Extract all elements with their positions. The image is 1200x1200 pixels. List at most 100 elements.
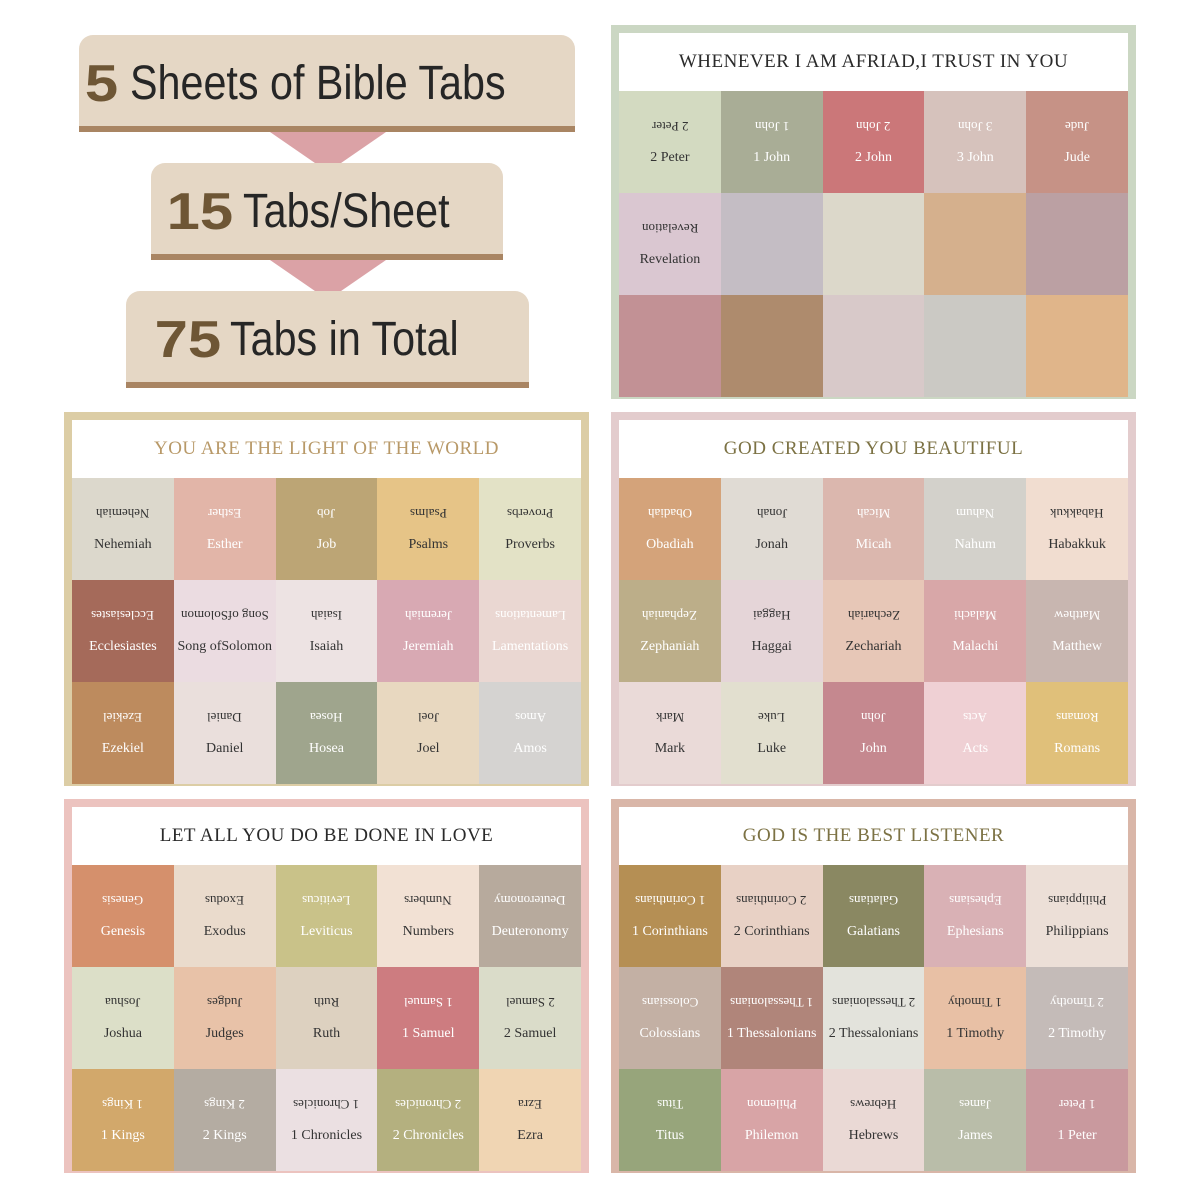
tab-label-flipped: 1 John xyxy=(754,119,789,134)
tab-label: Ephesians xyxy=(946,924,1004,939)
tab-label: 2 Kings xyxy=(202,1128,247,1143)
tab-label: Isaiah xyxy=(309,639,344,654)
tab-grid: 1 Corinthians 1 Corinthians 2 Corinthians 2… xyxy=(619,865,1128,1171)
tab-label: Joshua xyxy=(103,1026,142,1041)
tab-label-flipped: Matthew xyxy=(1053,608,1101,623)
bible-tab: Isaiah Isaiah xyxy=(275,580,378,682)
tab-label: 1 Corinthians xyxy=(631,924,708,939)
tab-label-flipped: Hebrews xyxy=(850,1097,897,1112)
tab-label-flipped: Ruth xyxy=(313,995,340,1010)
tab-label-flipped: Micah xyxy=(856,506,891,521)
tab-label-flipped: Jude xyxy=(1065,119,1090,134)
tab-label-flipped: 2 Samuel xyxy=(505,995,555,1010)
tab-label-flipped: Numbers xyxy=(404,893,453,908)
bible-tab: Lamentations Lamentations xyxy=(479,580,581,682)
bible-tab: 2 Thessalonians 2 Thessalonians xyxy=(822,967,925,1069)
tab-label-flipped: Habakkuk xyxy=(1050,506,1104,521)
tab-label-flipped: Revelation xyxy=(641,221,699,236)
tab-label: Philippians xyxy=(1045,924,1109,939)
bible-tab: Philippians Philippians xyxy=(1026,865,1128,967)
bible-tab: Proverbs Proverbs xyxy=(479,478,581,580)
tab-sheet-5: GOD IS THE BEST LISTENER 1 Corinthians 1 … xyxy=(611,799,1136,1173)
tab-label: Ezra xyxy=(517,1128,543,1143)
bible-tab xyxy=(924,295,1027,397)
tab-grid: Obadiah Obadiah Jonah Jonah Micah Micah Nahum N… xyxy=(619,478,1128,784)
tab-sheet-1: WHENEVER I AM AFRIAD,I TRUST IN YOU 2 Pe… xyxy=(611,25,1136,399)
tab-label-flipped: Joshua xyxy=(105,995,141,1010)
tab-label: Habakkuk xyxy=(1048,537,1106,552)
tab-label-flipped: 2 Timothy xyxy=(1050,995,1105,1010)
bible-tab: Nehemiah Nehemiah xyxy=(72,478,174,580)
tab-label: Jonah xyxy=(755,537,789,552)
tab-label-flipped: 3 John xyxy=(958,119,993,134)
bible-tab: Psalms Psalms xyxy=(377,478,480,580)
tab-label: Romans xyxy=(1054,741,1101,756)
tab-label-flipped: 2 John xyxy=(856,119,891,134)
bible-tab: Jonah Jonah xyxy=(720,478,823,580)
tab-label: Hosea xyxy=(308,741,344,756)
bible-tab: Exodus Exodus xyxy=(173,865,276,967)
banner-total-tabs: 75 Tabs in Total xyxy=(126,291,529,388)
bible-tab: Luke Luke xyxy=(720,682,823,784)
tab-label-flipped: Ezekiel xyxy=(103,710,143,725)
bible-tab: 2 Chronicles 2 Chronicles xyxy=(377,1069,480,1171)
tab-label-flipped: Zephaniah xyxy=(642,608,698,623)
tab-label-flipped: 2 Peter xyxy=(651,119,689,134)
tab-label-flipped: Song ofSolomon xyxy=(180,608,269,623)
tab-label-flipped: Philemon xyxy=(746,1097,797,1112)
tab-label: Matthew xyxy=(1052,639,1102,654)
bible-tab: Deuteronomy Deuteronomy xyxy=(479,865,581,967)
tab-label-flipped: 2 Corinthians xyxy=(736,893,807,908)
tab-label-flipped: Psalms xyxy=(409,506,447,521)
bible-tab: Romans Romans xyxy=(1026,682,1128,784)
tab-label: Daniel xyxy=(206,741,244,756)
banner-number: 5 xyxy=(85,54,119,113)
bible-tab: Genesis Genesis xyxy=(72,865,174,967)
bible-tab: 2 Corinthians 2 Corinthians xyxy=(720,865,823,967)
tab-label: Amos xyxy=(513,741,547,756)
tab-label-flipped: Ezra xyxy=(518,1097,542,1112)
bible-tab: 3 John 3 John xyxy=(924,91,1027,193)
tab-label: Genesis xyxy=(100,924,146,939)
tab-label: Ecclesiastes xyxy=(89,639,157,654)
bible-tab xyxy=(822,193,925,295)
bible-tab: Philemon Philemon xyxy=(720,1069,823,1171)
bible-tab: Jeremiah Jeremiah xyxy=(377,580,480,682)
bible-tab: Zechariah Zechariah xyxy=(822,580,925,682)
tab-label: Psalms xyxy=(408,537,449,552)
tab-label: Titus xyxy=(655,1128,685,1143)
banner-sheets-count: 5 Sheets of Bible Tabs xyxy=(79,35,575,132)
tab-label: Jeremiah xyxy=(403,639,454,654)
tab-label: Nehemiah xyxy=(94,537,152,552)
tab-sheet-2: YOU ARE THE LIGHT OF THE WORLD Nehemiah N… xyxy=(64,412,589,786)
tab-label: 1 Samuel xyxy=(402,1026,455,1041)
tab-label-flipped: Titus xyxy=(656,1097,684,1112)
tab-label-flipped: Jonah xyxy=(756,506,787,521)
tab-label: John xyxy=(860,741,887,756)
bible-tab: 2 John 2 John xyxy=(822,91,925,193)
tab-label-flipped: Ephesians xyxy=(948,893,1002,908)
tab-label: Lamentations xyxy=(491,639,569,654)
tab-label-flipped: 2 Kings xyxy=(204,1097,246,1112)
tab-label: James xyxy=(958,1128,993,1143)
tab-label: Galatians xyxy=(847,924,900,939)
tab-label-flipped: 1 Thessalonians xyxy=(730,995,814,1010)
tab-sheet-3: GOD CREATED YOU BEAUTIFUL Obadiah Obadiah… xyxy=(611,412,1136,786)
tab-label: 1 Kings xyxy=(100,1128,145,1143)
bible-tab: Micah Micah xyxy=(822,478,925,580)
tab-label-flipped: Galatians xyxy=(848,893,899,908)
tab-label: Micah xyxy=(855,537,892,552)
tab-label: Esther xyxy=(206,537,243,552)
bible-tab: Malachi Malachi xyxy=(924,580,1027,682)
tab-grid: Nehemiah Nehemiah Esther Esther Job Job Psalms… xyxy=(72,478,581,784)
bible-tab: Jude Jude xyxy=(1026,91,1128,193)
tab-label: 2 Peter xyxy=(650,150,690,165)
tab-label: 2 Thessalonians xyxy=(828,1026,919,1041)
tab-label-flipped: John xyxy=(861,710,886,725)
bible-tab: 1 Peter 1 Peter xyxy=(1026,1069,1128,1171)
bible-tab: Obadiah Obadiah xyxy=(619,478,721,580)
tab-label-flipped: Amos xyxy=(514,710,546,725)
tab-label: Deuteronomy xyxy=(491,924,569,939)
tab-label: Judges xyxy=(205,1026,244,1041)
tab-sheet-4: LET ALL YOU DO BE DONE IN LOVE Genesis Ge… xyxy=(64,799,589,1173)
